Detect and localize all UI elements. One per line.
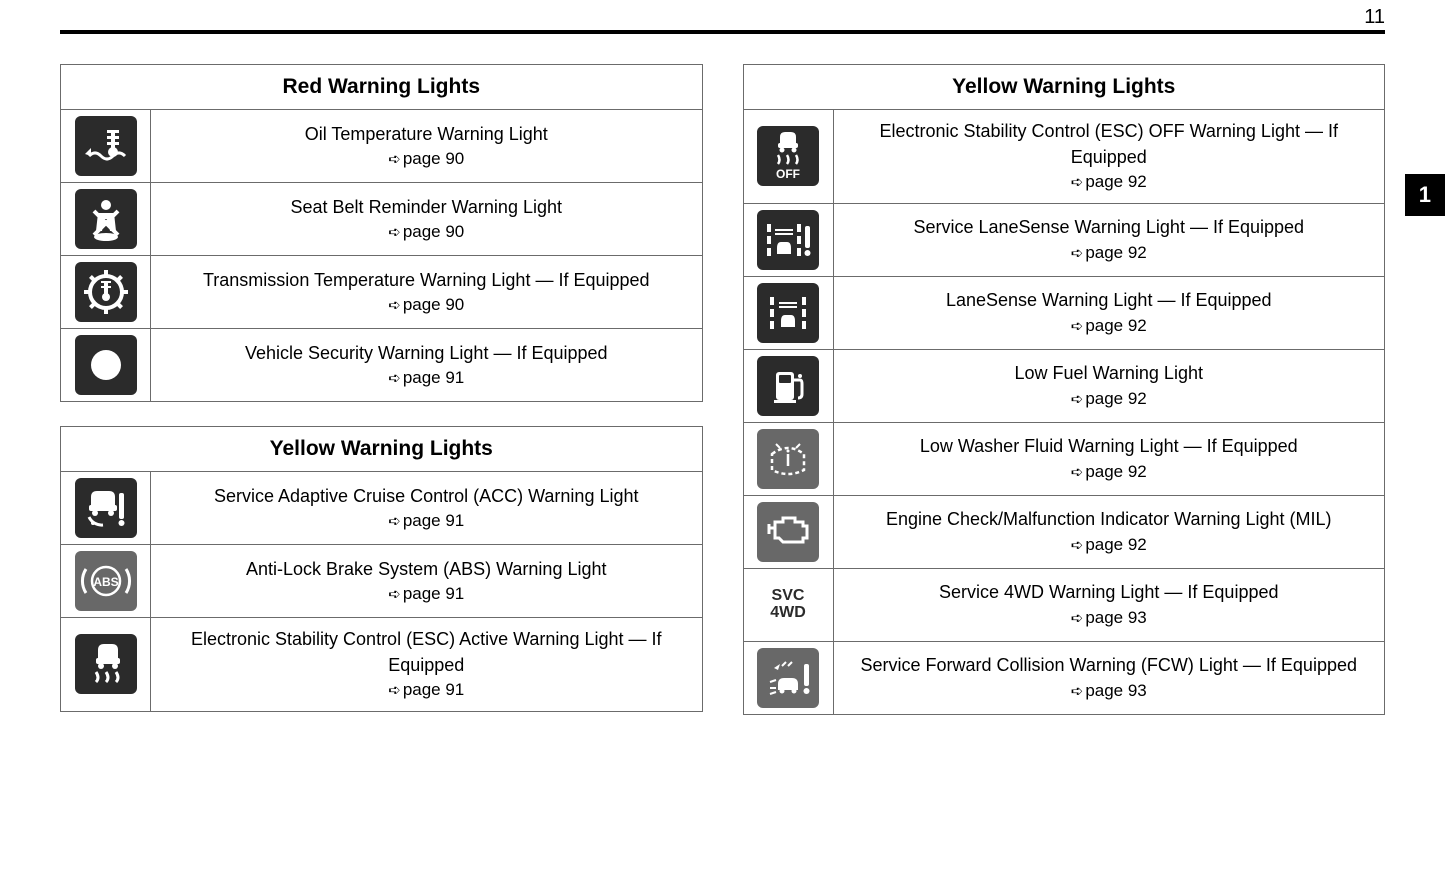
page-ref[interactable]: ➪page 93 <box>844 606 1375 631</box>
left-column: Red Warning Lights <box>60 64 703 715</box>
yellow-right-header: Yellow Warning Lights <box>743 65 1385 110</box>
table-row: Service Adaptive Cruise Control (ACC) Wa… <box>61 472 703 545</box>
row-label: Low Washer Fluid Warning Light — If Equi… <box>920 436 1298 456</box>
svc4wd-icon: SVC4WD <box>757 575 819 635</box>
lanesense-svc-icon <box>757 210 819 270</box>
row-label: Service Forward Collision Warning (FCW) … <box>860 655 1357 675</box>
lanesense-icon <box>757 283 819 343</box>
top-rule: 11 <box>60 30 1385 34</box>
table-row: Oil Temperature Warning Light ➪page 90 <box>61 110 703 183</box>
oil-temp-icon <box>75 116 137 176</box>
esc-off-icon: OFF <box>757 126 819 186</box>
table-row: Vehicle Security Warning Light — If Equi… <box>61 329 703 402</box>
acc-icon <box>75 478 137 538</box>
fuel-icon <box>757 356 819 416</box>
table-row: Low Washer Fluid Warning Light — If Equi… <box>743 422 1385 495</box>
page-ref[interactable]: ➪page 92 <box>844 314 1375 339</box>
row-label: Electronic Stability Control (ESC) OFF W… <box>880 121 1338 167</box>
page-ref[interactable]: ➪page 91 <box>161 678 692 703</box>
content-columns: 1 Red Warning Lights <box>60 64 1385 715</box>
row-label: Oil Temperature Warning Light <box>305 124 548 144</box>
table-row: Engine Check/Malfunction Indicator Warni… <box>743 495 1385 568</box>
table-row: Transmission Temperature Warning Light —… <box>61 256 703 329</box>
page-ref[interactable]: ➪page 91 <box>161 509 692 534</box>
row-label: Service LaneSense Warning Light — If Equ… <box>913 217 1304 237</box>
page-ref[interactable]: ➪page 90 <box>161 293 692 318</box>
page-ref[interactable]: ➪page 90 <box>161 220 692 245</box>
trans-temp-icon <box>75 262 137 322</box>
row-label: Engine Check/Malfunction Indicator Warni… <box>886 509 1332 529</box>
page-ref[interactable]: ➪page 90 <box>161 147 692 172</box>
row-label: Vehicle Security Warning Light — If Equi… <box>245 343 608 363</box>
page-ref[interactable]: ➪page 92 <box>844 533 1375 558</box>
security-icon <box>75 335 137 395</box>
table-row: ABS Anti-Lock Brake System (ABS) Warning… <box>61 545 703 618</box>
row-label: Service 4WD Warning Light — If Equipped <box>939 582 1279 602</box>
table-row: Service Forward Collision Warning (FCW) … <box>743 641 1385 714</box>
table-row: OFF Electronic Stability Control (ESC) O… <box>743 110 1385 204</box>
page-number: 11 <box>1364 6 1385 29</box>
mil-icon <box>757 502 819 562</box>
table-row: Service LaneSense Warning Light — If Equ… <box>743 203 1385 276</box>
row-label: Service Adaptive Cruise Control (ACC) Wa… <box>214 486 639 506</box>
page-ref[interactable]: ➪page 91 <box>161 582 692 607</box>
washer-icon <box>757 429 819 489</box>
page-ref[interactable]: ➪page 92 <box>844 241 1375 266</box>
row-label: LaneSense Warning Light — If Equipped <box>946 290 1272 310</box>
red-warning-table: Red Warning Lights <box>60 64 703 402</box>
page-ref[interactable]: ➪page 92 <box>844 170 1375 195</box>
page-ref[interactable]: ➪page 92 <box>844 387 1375 412</box>
page-ref[interactable]: ➪page 92 <box>844 460 1375 485</box>
yellow-left-header: Yellow Warning Lights <box>61 427 703 472</box>
abs-icon: ABS <box>75 551 137 611</box>
yellow-left-table: Yellow Warning Lights <box>60 426 703 712</box>
row-label: Transmission Temperature Warning Light —… <box>203 270 650 290</box>
table-row: Electronic Stability Control (ESC) Activ… <box>61 618 703 712</box>
red-table-header: Red Warning Lights <box>61 65 703 110</box>
row-label: Seat Belt Reminder Warning Light <box>291 197 562 217</box>
page-ref[interactable]: ➪page 93 <box>844 679 1375 704</box>
table-row: Low Fuel Warning Light ➪page 92 <box>743 349 1385 422</box>
row-label: Anti-Lock Brake System (ABS) Warning Lig… <box>246 559 606 579</box>
row-label: Electronic Stability Control (ESC) Activ… <box>191 629 662 675</box>
svg-text:OFF: OFF <box>776 167 800 181</box>
esc-icon <box>75 634 137 694</box>
fcw-icon <box>757 648 819 708</box>
page-ref[interactable]: ➪page 91 <box>161 366 692 391</box>
right-column: Yellow Warning Lights OFF <box>743 64 1386 715</box>
yellow-right-table: Yellow Warning Lights OFF <box>743 64 1386 715</box>
table-row: LaneSense Warning Light — If Equipped ➪p… <box>743 276 1385 349</box>
svg-text:ABS: ABS <box>93 575 118 589</box>
section-tab: 1 <box>1405 174 1445 216</box>
seatbelt-icon <box>75 189 137 249</box>
row-label: Low Fuel Warning Light <box>1015 363 1203 383</box>
table-row: SVC4WD Service 4WD Warning Light — If Eq… <box>743 568 1385 641</box>
table-row: Seat Belt Reminder Warning Light ➪page 9… <box>61 183 703 256</box>
